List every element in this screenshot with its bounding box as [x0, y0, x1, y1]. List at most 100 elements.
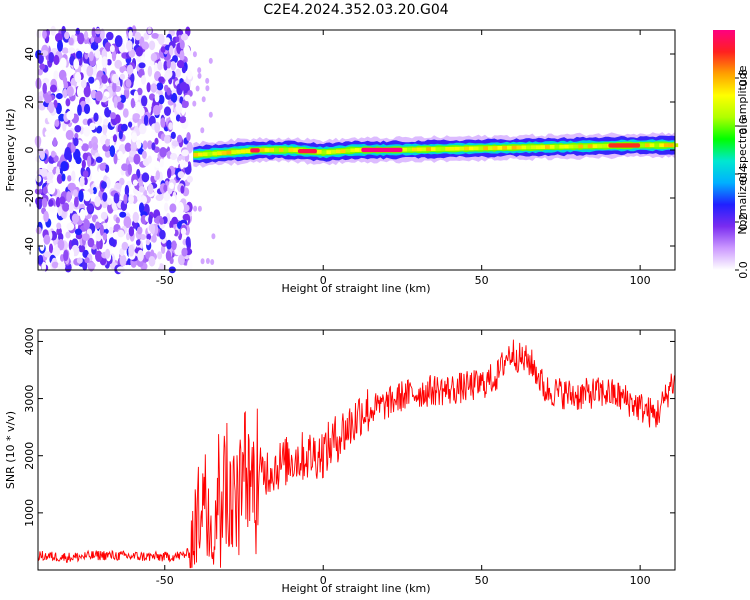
- spectrogram-band-core: [578, 144, 584, 149]
- spectrogram-cell: [134, 31, 141, 41]
- x-tick-label: 50: [475, 574, 489, 587]
- spectrogram-cell: [43, 251, 52, 258]
- spectrogram-cell: [48, 52, 55, 63]
- spectrogram-cell: [58, 232, 64, 242]
- y-tick-label: -40: [23, 237, 36, 255]
- snr-y-label: SNR (10 * v/v): [4, 411, 17, 489]
- spectrogram-band-core: [545, 145, 550, 149]
- spectrogram-cell: [94, 195, 101, 208]
- spectrogram-cell: [132, 179, 138, 186]
- spectrogram-cell: [52, 246, 61, 257]
- spectrogram-cell: [126, 64, 134, 76]
- spectrogram-panel: -50 0 50 100 -40 -20 0 20 40 Height of straight…: [4, 25, 679, 295]
- spectrogram-cell: [176, 202, 184, 214]
- spectrogram-cell: [74, 196, 79, 208]
- spectrogram-cell: [158, 76, 165, 83]
- spectrogram-cell: [140, 75, 147, 85]
- spectrogram-cell: [54, 119, 60, 127]
- spectrogram-cell: [66, 110, 75, 121]
- spectrogram-cell: [50, 84, 57, 93]
- spectrogram-cell: [211, 233, 216, 240]
- spectrogram-cell: [171, 240, 177, 251]
- spectrogram-cell: [39, 63, 46, 70]
- spectrogram-cell: [124, 184, 130, 196]
- spectrogram-cell: [161, 255, 167, 265]
- spectrogram-cell: [160, 244, 166, 254]
- spectrogram-cell: [101, 74, 108, 84]
- spectrogram-cell: [75, 27, 81, 35]
- colorbar-tick-label: 0.2: [737, 213, 750, 231]
- spectrogram-cell: [176, 60, 185, 69]
- spectrogram-cell: [82, 170, 89, 178]
- spectrogram-cell: [177, 171, 185, 179]
- spectrogram-cell: [70, 161, 76, 169]
- y-tick-label: -20: [23, 189, 36, 207]
- spectrogram-cell: [99, 224, 104, 236]
- spectrogram-cell: [80, 79, 87, 89]
- spectrogram-band-core: [464, 146, 470, 151]
- spectrogram-cell: [139, 202, 145, 214]
- x-tick-label: 0: [320, 574, 327, 587]
- spectrogram-cell: [104, 150, 111, 158]
- spectrogram-band-core: [193, 152, 199, 157]
- spectrogram-cell: [41, 197, 48, 208]
- snr-plot-area: [38, 330, 675, 570]
- spectrogram-cell: [130, 73, 135, 83]
- spectrogram-cell: [65, 231, 71, 239]
- spectrogram-cell: [69, 248, 75, 261]
- colorbar: 0.0 0.2 0.4 0.6 0.8 Normalized spectral ampl…: [713, 30, 750, 279]
- spectrogram-cell: [56, 174, 63, 184]
- spectrogram-cell: [208, 57, 213, 64]
- spectrogram-cell: [120, 123, 128, 132]
- spectrogram-cell: [145, 238, 150, 246]
- spectrogram-cell: [92, 142, 99, 151]
- spectrogram-band-core: [488, 146, 493, 150]
- spectrogram-cell: [57, 239, 65, 251]
- spectrogram-cell: [151, 142, 156, 151]
- spectrogram-cell: [84, 191, 91, 202]
- spectrogram-cell: [78, 244, 86, 253]
- spectrogram-cell: [48, 101, 55, 114]
- spectrogram-cell: [170, 131, 176, 139]
- spectrogram-cell: [62, 76, 68, 85]
- spectrogram-band-core: [278, 148, 284, 152]
- spectrogram-cell: [92, 187, 97, 195]
- spectrogram-cell: [148, 215, 153, 225]
- spectrogram-band-core: [407, 147, 412, 152]
- spectrogram-cell: [77, 32, 85, 45]
- spectrogram-cell: [179, 159, 185, 170]
- spectrogram-cell: [83, 177, 88, 186]
- spectrogram-band-core: [198, 152, 203, 157]
- spectrogram-noise-cells: [34, 25, 216, 275]
- spectrogram-band-core: [587, 144, 593, 149]
- spectrogram-cell: [205, 77, 210, 84]
- spectrogram-cell: [50, 25, 56, 36]
- spectrogram-cell: [94, 34, 103, 44]
- spectrogram-cell: [181, 247, 188, 257]
- spectrogram-cell: [42, 186, 48, 195]
- spectrogram-cell: [130, 98, 136, 109]
- spectrogram-band-core: [478, 146, 484, 151]
- spectrogram-band-core: [602, 144, 607, 148]
- spectrogram-band-core: [659, 143, 664, 148]
- spectrogram-cell: [200, 127, 205, 134]
- spectrogram-cell: [170, 153, 178, 160]
- spectrogram-cell: [85, 96, 90, 104]
- spectrogram-cell: [147, 65, 153, 77]
- spectrogram-cell: [147, 183, 154, 195]
- spectrogram-band-core: [288, 148, 294, 152]
- spectrogram-cell: [64, 149, 72, 160]
- spectrogram-cell: [179, 116, 186, 124]
- spectrogram-cell: [41, 50, 49, 57]
- spectrogram-cell: [142, 140, 148, 150]
- spectrogram-cell: [197, 67, 202, 74]
- spectrogram-cell: [175, 36, 180, 43]
- spectrogram-cell: [119, 73, 125, 80]
- spectrogram-cell: [141, 172, 150, 183]
- spectrogram-cell: [184, 94, 191, 102]
- spectrogram-cell: [101, 56, 108, 68]
- spectrogram-cell: [107, 198, 112, 206]
- spectrogram-cell: [47, 183, 56, 195]
- spectrogram-cell: [182, 213, 190, 221]
- spectrogram-cell: [123, 216, 132, 229]
